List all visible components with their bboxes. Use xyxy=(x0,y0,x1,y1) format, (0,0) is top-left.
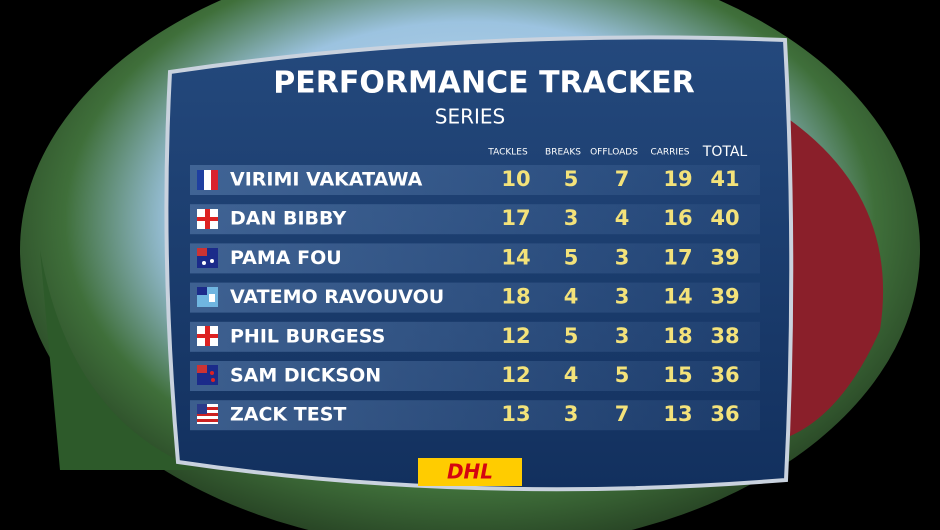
stat-value: 36 xyxy=(710,363,739,387)
flags xyxy=(197,170,218,424)
flag xyxy=(197,287,218,307)
flag xyxy=(197,326,218,346)
player-name: VIRIMI VAKATAWA xyxy=(230,169,423,191)
row-band xyxy=(190,361,760,391)
stat-value: 3 xyxy=(615,245,630,269)
stat-value: 14 xyxy=(663,285,692,309)
title: PERFORMANCE TRACKER xyxy=(273,66,694,101)
stat-value: 19 xyxy=(663,167,692,191)
stat-value: 3 xyxy=(564,206,579,230)
stat-value: 5 xyxy=(615,363,630,387)
flag xyxy=(197,365,218,385)
stat-value: 3 xyxy=(615,324,630,348)
row-band xyxy=(190,165,760,195)
subtitle: SERIES xyxy=(435,105,505,129)
stat-value: 18 xyxy=(663,324,692,348)
stat-value: 17 xyxy=(663,245,692,269)
stat-value: 5 xyxy=(564,167,579,191)
stat-value: 12 xyxy=(501,363,530,387)
stat-value: 4 xyxy=(564,285,579,309)
stat-value: 4 xyxy=(564,363,579,387)
stat-value: 3 xyxy=(564,402,579,426)
row-band xyxy=(190,243,760,274)
stat-value: 13 xyxy=(663,402,692,426)
stat-value: 40 xyxy=(710,206,739,230)
column-header: TACKLES xyxy=(487,148,528,158)
flag xyxy=(197,170,218,190)
stat-value: 17 xyxy=(501,206,530,230)
stat-value: 7 xyxy=(615,167,630,191)
stat-value: 18 xyxy=(501,285,530,309)
crowd xyxy=(780,120,884,440)
stat-value: 13 xyxy=(501,402,530,426)
row-band xyxy=(190,321,760,352)
stat-value: 5 xyxy=(564,245,579,269)
row-band xyxy=(190,282,760,313)
stat-value: 12 xyxy=(501,324,530,348)
stat-value: 36 xyxy=(710,402,739,426)
player-name: DAN BIBBY xyxy=(230,208,346,230)
flag xyxy=(197,248,218,268)
flag xyxy=(197,404,218,424)
player-name: PHIL BURGESS xyxy=(230,325,385,347)
player-name: SAM DICKSON xyxy=(230,365,381,387)
flag xyxy=(197,209,218,229)
stat-value: 38 xyxy=(710,324,739,348)
stat-value: 39 xyxy=(710,285,739,309)
table: TACKLES BREAKS OFFLOADS CARRIES TOTAL VIRIMI … xyxy=(190,144,760,431)
pitch xyxy=(40,250,200,470)
stat-value: 3 xyxy=(615,285,630,309)
stat-value: 7 xyxy=(615,402,630,426)
stat-value: 16 xyxy=(663,206,692,230)
stat-value: 10 xyxy=(501,167,530,191)
stat-value: 39 xyxy=(710,245,739,269)
stat-value: 15 xyxy=(663,363,692,387)
player-name: PAMA FOU xyxy=(230,247,342,269)
stat-value: 4 xyxy=(615,206,630,230)
row-band xyxy=(190,204,760,235)
sponsor: DHL xyxy=(447,460,493,484)
column-header: CARRIES xyxy=(650,148,689,158)
stat-value: 14 xyxy=(501,245,530,269)
column-header: OFFLOADS xyxy=(590,148,638,158)
sponsor-logo xyxy=(418,458,522,486)
player-name: ZACK TEST xyxy=(230,404,346,426)
row-band xyxy=(190,400,760,431)
player-name: VATEMO RAVOUVOU xyxy=(230,286,444,308)
stat-value: 41 xyxy=(710,167,739,191)
column-header: BREAKS xyxy=(545,148,581,158)
column-header: TOTAL xyxy=(702,144,748,160)
stat-value: 5 xyxy=(564,324,579,348)
